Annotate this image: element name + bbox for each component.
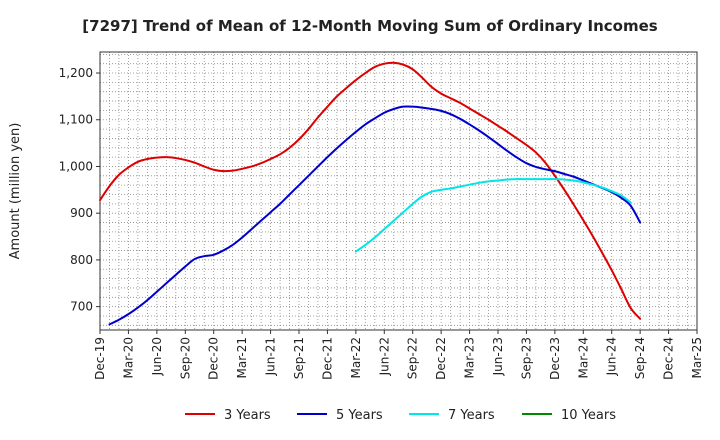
x-tick-label: Mar-24 (576, 337, 590, 378)
legend-label-5-years: 5 Years (336, 408, 383, 423)
x-tick-label: Jun-20 (150, 337, 164, 376)
x-tick-label: Dec-19 (93, 337, 107, 380)
y-tick-label: 700 (70, 300, 93, 314)
y-tick-label: 800 (70, 253, 93, 267)
x-tick-label: Sep-20 (178, 337, 192, 379)
x-tick-label: Dec-20 (207, 337, 221, 380)
x-tick-label: Mar-25 (690, 337, 704, 378)
series-line-3-years (99, 61, 642, 320)
series-line-7-years (354, 178, 632, 253)
plot-background (100, 52, 697, 330)
x-tick-label: Sep-24 (633, 337, 647, 379)
x-tick-label: Jun-23 (491, 337, 505, 376)
x-tick-label: Mar-20 (121, 337, 135, 378)
x-tick-label: Dec-24 (662, 337, 676, 380)
y-tick-label: 1,000 (59, 159, 93, 173)
y-axis-title: Amount (million yen) (8, 123, 23, 260)
x-tick-label: Dec-22 (434, 337, 448, 380)
legend-label-7-years: 7 Years (448, 408, 495, 423)
series-line-5-years (108, 105, 642, 326)
legend: 3 Years 5 Years 7 Years 10 Years (185, 408, 616, 423)
y-tick-label: 1,100 (59, 113, 93, 127)
x-tick-label: Dec-21 (320, 337, 334, 380)
y-tick-label: 1,200 (59, 66, 93, 80)
y-tick-label: 900 (70, 206, 93, 220)
chart-title: [7297] Trend of Mean of 12-Month Moving … (82, 17, 657, 35)
x-tick-label: Dec-23 (548, 337, 562, 380)
x-tick-label: Sep-22 (406, 337, 420, 379)
legend-label-10-years: 10 Years (561, 408, 616, 423)
x-tick-label: Mar-22 (349, 337, 363, 378)
x-tick-label: Jun-24 (605, 337, 619, 376)
x-tick-label: Mar-23 (463, 337, 477, 378)
plot-area: 700 800 900 1,000 1,100 1,200 Dec-19 Mar-20 Jun-… (59, 51, 704, 380)
x-tick-label: Jun-22 (377, 337, 391, 376)
legend-label-3-years: 3 Years (224, 408, 271, 423)
x-tick-label: Sep-23 (519, 337, 533, 379)
x-tick-label: Mar-21 (235, 337, 249, 378)
x-tick-label: Jun-21 (264, 337, 278, 376)
x-tick-label: Sep-21 (292, 337, 306, 379)
plot-frame (99, 51, 698, 331)
